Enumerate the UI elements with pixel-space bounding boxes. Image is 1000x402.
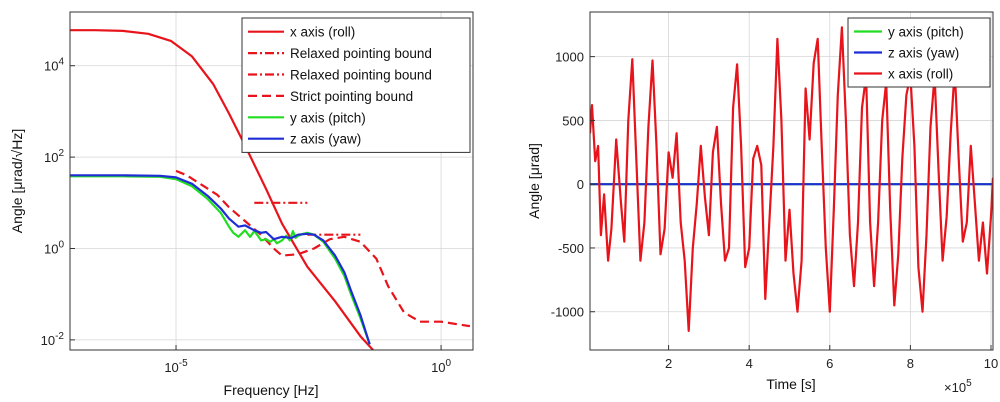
x-tick-label: 6 [826,356,833,371]
psd-chart-ticks: 10-5 100 10-2 100 102 104 [41,57,452,375]
series-line-0 [70,29,375,350]
y-tick-label: 102 [44,148,64,165]
x-tick-label: 10-5 [164,358,188,375]
time-chart-frame [589,11,994,351]
psd-chart-frame [69,11,474,351]
y-tick-label: 0 [577,177,584,192]
series-line-4 [70,175,371,345]
legend-label-0: x axis (roll) [290,25,355,40]
y-tick-label: 104 [44,57,64,74]
time-chart-x-multiplier-exp: 5 [966,378,972,389]
legend-label-3: Strict pointing bound [290,89,413,104]
y-tick-label: -500 [558,241,584,256]
y-tick-label: 500 [562,113,584,128]
legend-box [241,17,471,153]
legend-label-4: y axis (pitch) [290,110,366,125]
series-line-5 [70,174,371,345]
y-tick-label: 10-2 [41,331,65,348]
time-chart: 2 4 6 8 10 -1000 -500 0 500 1000 Time [s] ×105 An… [526,11,998,395]
time-chart-ylabel: Angle [μrad] [526,143,542,219]
psd-chart-xlabel: Frequency [Hz] [224,382,319,398]
legend-label-2: x axis (roll) [888,67,953,82]
y-tick-label: -1000 [551,305,584,320]
legend-label-1: z axis (yaw) [888,46,959,61]
x-tick-label: 2 [665,356,672,371]
y-tick-label: 1000 [555,50,584,65]
legend-label-0: y axis (pitch) [888,25,964,40]
legend-label-5: z axis (yaw) [290,132,361,147]
psd-chart: 10-5 100 10-2 100 102 104 Frequency [Hz] Angl… [9,11,474,398]
psd-chart-ylabel: Angle [μrad/√Hz] [9,129,25,233]
x-tick-label: 100 [431,358,451,375]
psd-chart-legend: x axis (roll) Relaxed pointing bound Relax… [241,17,471,153]
time-chart-series [590,26,993,332]
psd-chart-series [70,29,471,350]
x-tick-label: 8 [907,356,914,371]
x-tick-label: 10 [984,356,998,371]
x-tick-label: 4 [746,356,753,371]
series-line-3 [175,169,471,328]
series-line-2 [590,26,993,332]
legend-label-1: Relaxed pointing bound [290,46,432,61]
time-chart-ticks: 2 4 6 8 10 -1000 -500 0 500 1000 [551,50,998,371]
legend-label-2: Relaxed pointing bound [290,68,432,83]
time-chart-legend: y axis (pitch) z axis (yaw) x axis (roll) [847,17,991,88]
time-chart-xlabel: Time [s] [766,376,815,392]
time-chart-x-multiplier-base: ×10 [944,380,966,395]
time-chart-x-multiplier: ×105 [944,378,972,395]
y-tick-label: 100 [44,239,64,256]
